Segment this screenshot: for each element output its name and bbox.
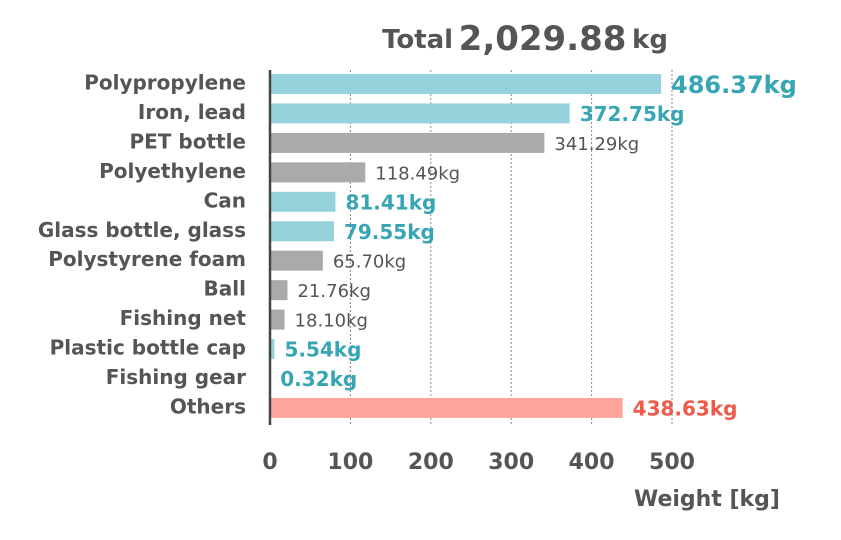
y-tick-label: Plastic bottle cap [50,336,246,360]
bar [270,397,623,418]
value-label: 438.63kg [633,396,738,420]
x-tick-label: 400 [569,450,615,475]
bar [270,132,545,153]
value-label: 5.54kg [284,338,361,362]
value-label: 372.75kg [580,102,685,126]
value-label: 79.55kg [344,220,435,244]
value-label: 65.70kg [333,252,406,273]
x-axis-label: Weight [kg] [634,487,780,512]
value-label: 18.10kg [295,311,368,332]
bar [270,162,366,183]
y-tick-label: Iron, lead [138,100,246,124]
bar [270,339,275,360]
y-tick-label: PET bottle [129,129,246,153]
title-unit: kg [632,25,668,55]
y-tick-label: Fishing net [120,306,247,330]
value-label: 486.37kg [671,71,797,99]
value-label: 341.29kg [554,134,639,155]
title-total: 2,029.88 [459,19,627,59]
value-label: 0.32kg [280,367,357,391]
y-tick-label: Can [204,188,246,212]
y-tick-label: Polypropylene [84,71,246,95]
y-tick-label: Polyethylene [99,159,246,183]
value-label: 118.49kg [375,163,460,184]
y-tick-label: Others [170,394,246,418]
value-label: 81.41kg [345,190,436,214]
x-tick-label: 500 [649,450,695,475]
bar [270,280,288,301]
title-prefix: Total [382,25,453,55]
x-tick-label: 300 [488,450,534,475]
y-tick-label: Ball [204,277,246,301]
value-label: 21.76kg [297,281,370,302]
bar [270,221,334,242]
y-tick-label: Glass bottle, glass [38,218,246,242]
bar [270,191,336,212]
bar [270,309,285,330]
chart-title: Total 2,029.88 kg [382,19,668,59]
x-tick-label: 100 [327,450,373,475]
bar [270,74,662,94]
x-tick-label: 200 [408,450,454,475]
bar [270,250,323,271]
bar [270,103,570,124]
y-tick-label: Fishing gear [106,365,246,389]
x-tick-label: 0 [262,450,277,475]
y-tick-label: Polystyrene foam [48,247,246,271]
